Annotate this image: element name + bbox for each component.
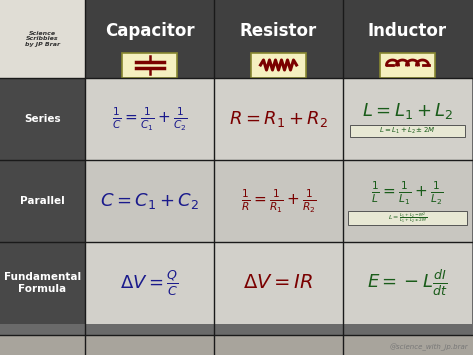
Bar [0, 0, 85, 78]
Bar [0, 335, 473, 355]
Text: $C=C_1+C_2$: $C=C_1+C_2$ [100, 191, 199, 211]
Bar [85, 242, 214, 324]
Text: Inductor: Inductor [368, 22, 447, 40]
Bar [214, 242, 343, 324]
Bar [348, 211, 467, 225]
Text: Parallel: Parallel [20, 196, 65, 206]
Text: $L=L_1+L_2\pm2M$: $L=L_1+L_2\pm2M$ [379, 126, 436, 136]
Bar [0, 0, 473, 78]
Text: $L=L_1+L_2$: $L=L_1+L_2$ [362, 101, 453, 121]
Text: @science_with_jp.brar: @science_with_jp.brar [389, 344, 468, 351]
Text: Fundamental
Formula: Fundamental Formula [4, 272, 81, 294]
Text: $\frac{1}{R}=\frac{1}{R_1}+\frac{1}{R_2}$: $\frac{1}{R}=\frac{1}{R_1}+\frac{1}{R_2}… [241, 187, 316, 215]
Bar [0, 160, 85, 242]
Text: Capacitor: Capacitor [105, 22, 194, 40]
Bar [350, 125, 465, 137]
Text: $\frac{1}{L}=\frac{1}{L_1}+\frac{1}{L_2}$: $\frac{1}{L}=\frac{1}{L_1}+\frac{1}{L_2}… [371, 179, 444, 207]
Text: Science
Scribbles
by JP Brar: Science Scribbles by JP Brar [25, 31, 60, 47]
Bar [85, 160, 214, 242]
Text: $R=R_1+R_2$: $R=R_1+R_2$ [229, 109, 328, 129]
Bar [85, 78, 214, 160]
FancyBboxPatch shape [251, 53, 306, 77]
FancyBboxPatch shape [122, 53, 177, 77]
Bar [343, 242, 472, 324]
Text: Resistor: Resistor [240, 22, 317, 40]
Text: $E=-L\frac{dI}{dt}$: $E=-L\frac{dI}{dt}$ [367, 268, 448, 298]
Text: $L=\frac{L_1+L_2-M^2}{L_1+L_2\pm2M}$: $L=\frac{L_1+L_2-M^2}{L_1+L_2\pm2M}$ [388, 210, 427, 226]
Bar [0, 78, 85, 160]
Bar [0, 242, 85, 324]
Text: $\frac{1}{C}=\frac{1}{C_1}+\frac{1}{C_2}$: $\frac{1}{C}=\frac{1}{C_1}+\frac{1}{C_2}… [112, 105, 187, 133]
Bar [343, 78, 472, 160]
Bar [214, 160, 343, 242]
Text: $\Delta V=IR$: $\Delta V=IR$ [244, 273, 314, 293]
Text: Series: Series [24, 114, 61, 124]
Text: $\Delta V=\frac{Q}{C}$: $\Delta V=\frac{Q}{C}$ [120, 268, 179, 297]
Bar [343, 160, 472, 242]
FancyBboxPatch shape [380, 53, 435, 77]
Bar [214, 78, 343, 160]
